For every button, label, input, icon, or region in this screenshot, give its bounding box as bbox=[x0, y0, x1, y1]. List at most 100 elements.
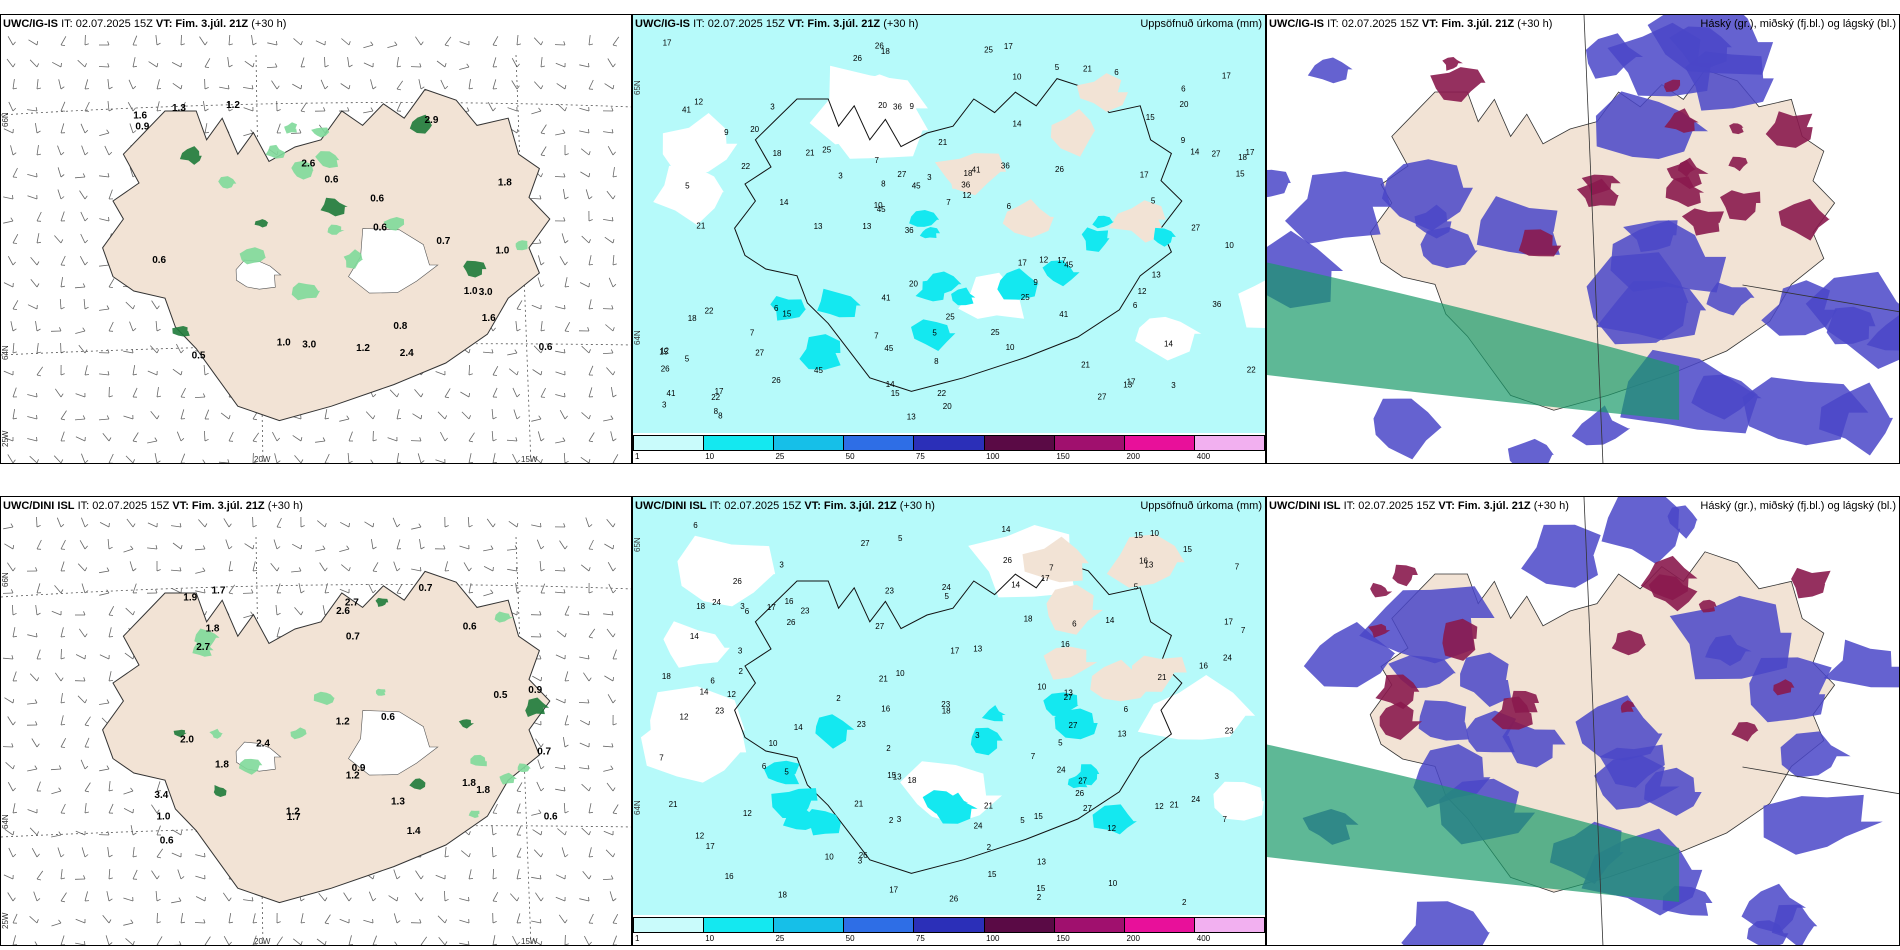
precip-cell bbox=[770, 296, 807, 321]
precip-amount: 10 bbox=[1037, 682, 1046, 691]
mid-cloud bbox=[1664, 108, 1699, 133]
dry-area bbox=[900, 761, 1002, 824]
glacier bbox=[235, 259, 282, 290]
precip-amount: 23 bbox=[885, 587, 894, 596]
precip-amount: 12 bbox=[680, 712, 689, 721]
model-name: UWC/DINI ISL bbox=[3, 500, 75, 512]
precip-amount: 18 bbox=[1238, 153, 1247, 162]
low-cloud bbox=[1303, 622, 1396, 688]
precip-amount: 12 bbox=[743, 809, 752, 818]
precip-amount: 9 bbox=[724, 128, 729, 137]
precip-cell bbox=[909, 210, 940, 227]
precip-amount: 13 bbox=[1123, 381, 1132, 390]
precip-amount: 27 bbox=[1212, 149, 1221, 158]
dry-area bbox=[1238, 280, 1265, 329]
convective-cell bbox=[311, 127, 330, 138]
dry-area bbox=[653, 165, 724, 225]
precip-amount: 12 bbox=[1138, 287, 1147, 296]
valid-time: VT: Fim. 3.júl. 21Z bbox=[1438, 500, 1531, 512]
precip-amount: 12 bbox=[962, 191, 971, 200]
precip-amount: 5 bbox=[1134, 583, 1139, 592]
precip-amount: 13 bbox=[907, 412, 916, 421]
precip-amount: 12 bbox=[695, 832, 704, 841]
precip-amount: 10 bbox=[1150, 529, 1159, 538]
precip-amount: 14 bbox=[780, 198, 789, 207]
colorbar-swatch bbox=[634, 918, 705, 932]
dry-area bbox=[677, 535, 776, 607]
precip-cell bbox=[1092, 804, 1137, 835]
precip-title: Uppsöfnuð úrkoma (mm) bbox=[1140, 18, 1262, 30]
colorbar-tick: 25 bbox=[775, 934, 785, 943]
precip-cell bbox=[804, 809, 841, 836]
precip-amount: 21 bbox=[1170, 801, 1179, 810]
precip-amount: 27 bbox=[1078, 776, 1087, 785]
lightning-value: 1.2 bbox=[356, 343, 370, 354]
lead-time: (+30 h) bbox=[267, 500, 303, 512]
graticule bbox=[1742, 766, 1899, 795]
precip-amount: 5 bbox=[898, 534, 903, 543]
lightning-value: 1.8 bbox=[476, 785, 490, 796]
low-cloud bbox=[1521, 524, 1601, 588]
coastline bbox=[734, 560, 1183, 874]
precip-amount: 2 bbox=[1182, 898, 1187, 907]
lightning-value: 2.7 bbox=[196, 642, 210, 653]
precip-amount: 13 bbox=[973, 644, 982, 653]
precip-amount: 14 bbox=[1013, 119, 1022, 128]
model-name: UWC/IG-IS bbox=[635, 18, 690, 30]
precip-amount: 5 bbox=[1020, 816, 1025, 825]
mid-cloud bbox=[1728, 156, 1748, 172]
precip-amount: 41 bbox=[882, 293, 891, 302]
lightning-value: 0.7 bbox=[436, 236, 450, 247]
colorbar-tick: 200 bbox=[1126, 452, 1140, 461]
precip-amount: 45 bbox=[912, 181, 921, 190]
precip-amount: 21 bbox=[1083, 65, 1092, 74]
lead-time: (+30 h) bbox=[251, 18, 287, 30]
lightning-value: 1.0 bbox=[277, 337, 291, 348]
precip-amount: 13 bbox=[893, 772, 902, 781]
precip-amount: 26 bbox=[859, 851, 868, 860]
mid-cloud bbox=[1368, 623, 1391, 638]
convective-cell bbox=[470, 754, 487, 767]
low-cloud bbox=[1267, 169, 1291, 198]
precip-amount: 26 bbox=[853, 54, 862, 63]
iceland-land bbox=[102, 570, 551, 904]
precip-amount: 14 bbox=[1011, 581, 1020, 590]
low-cloud bbox=[1381, 159, 1473, 231]
precip-amount: 16 bbox=[881, 705, 890, 714]
mid-cloud bbox=[1731, 722, 1759, 742]
precip-amount: 27 bbox=[861, 539, 870, 548]
precip-amount: 22 bbox=[705, 306, 714, 315]
precip-amount: 3 bbox=[838, 172, 843, 181]
lat-label-64: 64N bbox=[633, 800, 642, 815]
convective-cell bbox=[254, 219, 269, 228]
convective-cell bbox=[525, 697, 550, 717]
lightning-value: 0.6 bbox=[544, 812, 558, 823]
lightning-value: 1.4 bbox=[407, 826, 421, 837]
precip-amount: 14 bbox=[1164, 340, 1173, 349]
lightning-value: 0.6 bbox=[463, 621, 477, 632]
model-name: UWC/DINI ISL bbox=[635, 500, 707, 512]
precip-amount: 22 bbox=[711, 393, 720, 402]
precip-amount: 17 bbox=[663, 39, 672, 48]
mid-cloud bbox=[1442, 618, 1478, 661]
precip-amount: 7 bbox=[874, 331, 879, 340]
lat-label-64: 64N bbox=[1, 814, 10, 829]
precip-amount: 7 bbox=[1049, 563, 1054, 572]
lightning-value: 0.6 bbox=[325, 174, 339, 185]
precip-amount: 15 bbox=[1183, 545, 1192, 554]
precip-amount: 17 bbox=[767, 603, 776, 612]
convective-cell bbox=[172, 326, 190, 337]
lat-label-64: 64N bbox=[1, 345, 10, 360]
precip-amount: 6 bbox=[1072, 619, 1077, 628]
precip-amount: 7 bbox=[750, 328, 755, 337]
low-cloud bbox=[1623, 220, 1678, 252]
lightning-value: 0.6 bbox=[160, 836, 174, 847]
convective-cell bbox=[315, 151, 340, 168]
precip-amount: 6 bbox=[693, 521, 698, 530]
precip-amount: 27 bbox=[897, 170, 906, 179]
precip-colorbar: 1 10 25 50 75 100 150 200 400 bbox=[633, 433, 1265, 463]
precip-amount: 7 bbox=[1235, 563, 1240, 572]
precip-cell bbox=[1042, 260, 1080, 287]
high-cloud bbox=[1267, 262, 1680, 420]
low-cloud bbox=[1823, 639, 1899, 688]
